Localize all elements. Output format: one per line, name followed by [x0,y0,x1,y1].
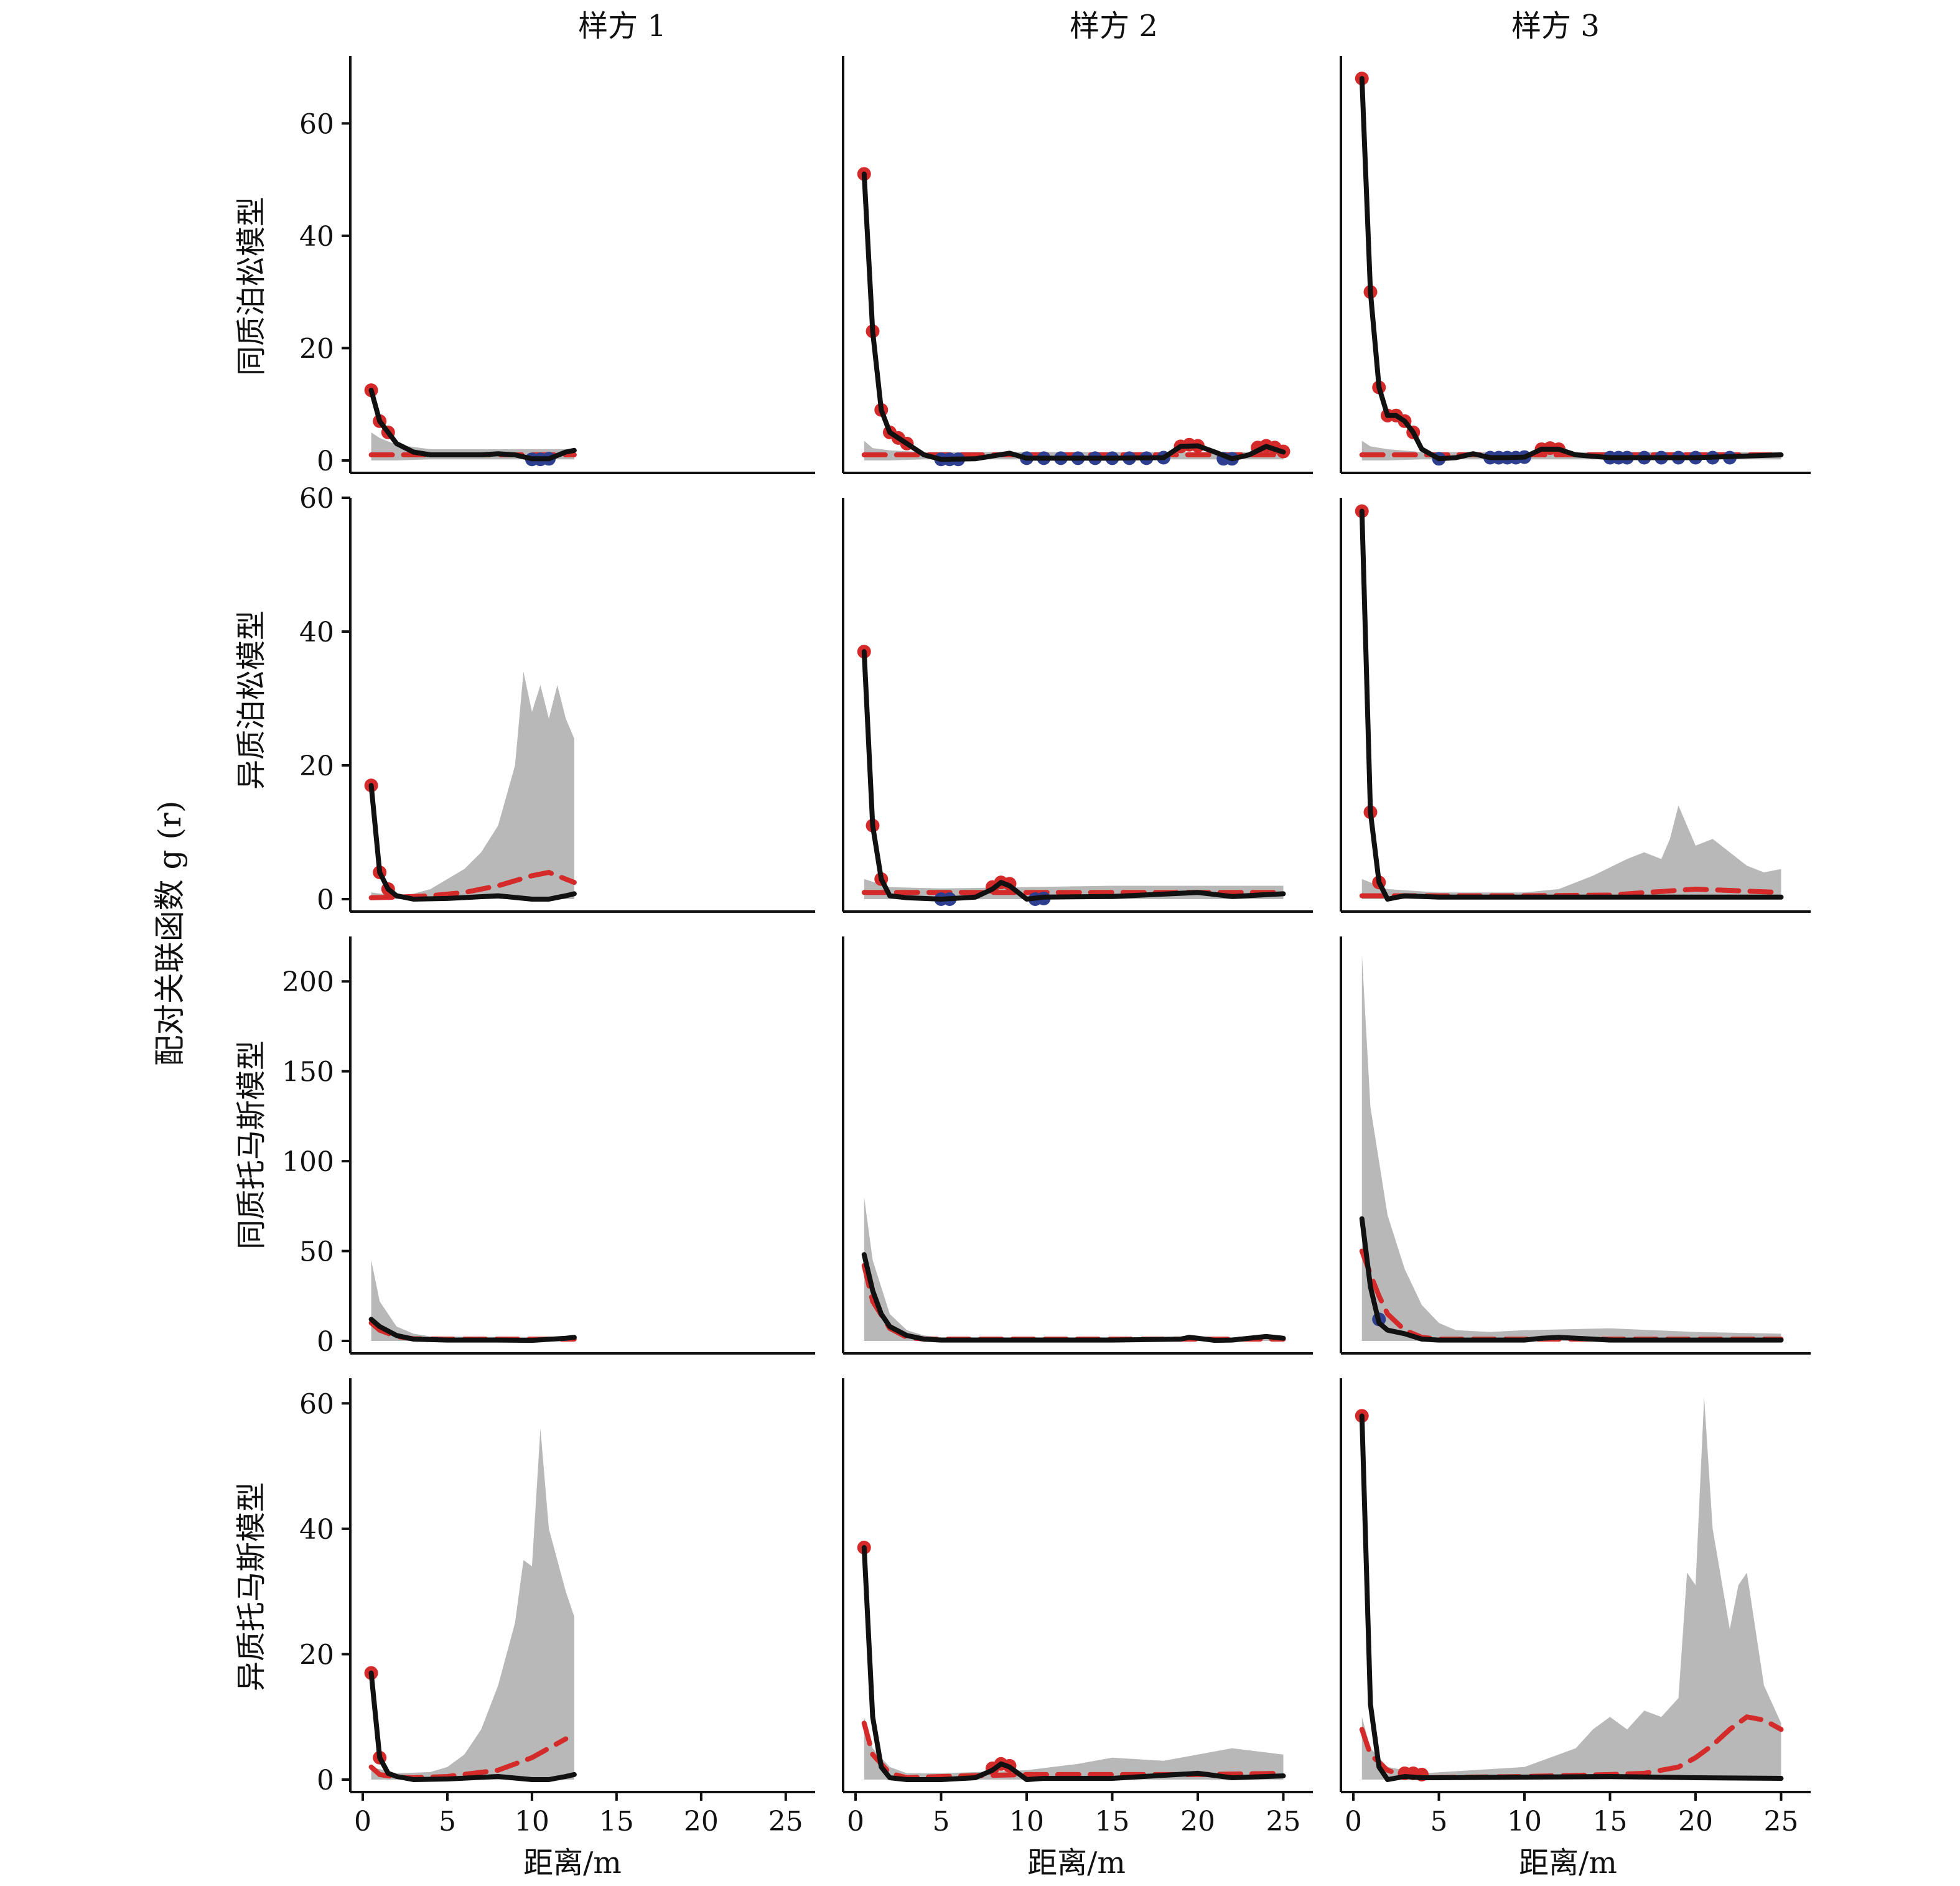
observed-line [1359,76,1784,462]
observed-line [1359,1413,1784,1782]
observed-line [368,388,577,462]
y-tick-label: 20 [299,1639,334,1671]
observed-line [1359,1216,1784,1343]
y-tick-label: 40 [299,617,334,648]
x-tick-label: 0 [354,1806,371,1837]
x-tick-label: 20 [1180,1806,1215,1837]
x-axis-titles: 距离/m 距离/m 距离/m [523,1846,1617,1880]
column-titles: 样方 1 样方 2 样方 3 [578,9,1600,44]
envelope-area [864,1717,1284,1780]
x-tick-label: 25 [1266,1806,1301,1837]
x-tick-label: 15 [1593,1806,1628,1837]
expected-line [1359,1248,1784,1342]
x-tick-label: 5 [439,1806,456,1837]
y-tick-label: 20 [299,750,334,782]
y-tick-label: 0 [317,1765,334,1796]
panel-r2-c1: 0 20 40 60 [299,483,815,916]
x-tick-label: 25 [1764,1806,1799,1837]
column-title-3: 样方 3 [1511,9,1600,44]
panel-r3-c3 [1340,936,1811,1355]
row-label-4: 异质托马斯模型 [234,1482,269,1691]
column-title-2: 样方 2 [1070,9,1158,44]
row-label-1: 同质泊松模型 [234,197,269,376]
panel-r3-c2 [842,936,1313,1355]
panel-r2-c3 [1340,498,1811,913]
x-tick-label: 5 [933,1806,950,1837]
panel-r1-c3 [1340,56,1811,474]
y-tick-label: 0 [317,446,334,477]
row-labels: 同质泊松模型 异质泊松模型 同质托马斯模型 异质托马斯模型 [234,197,269,1691]
y-tick-label: 60 [299,108,334,140]
observed-line [861,649,1286,902]
envelope-area [371,1428,574,1780]
y-tick-label: 0 [317,1326,334,1358]
y-axis-title: 配对关联函数 g (r) [152,801,188,1067]
x-tick-label: 10 [1009,1806,1044,1837]
observed-line [861,171,1286,462]
x-tick-label: 15 [599,1806,634,1837]
x-tick-label: 10 [515,1806,549,1837]
observed-line [368,1317,577,1343]
x-axis-title-2: 距离/m [1027,1846,1126,1880]
observed-line [368,1670,577,1782]
x-tick-label: 10 [1507,1806,1542,1837]
y-tick-label: 0 [317,884,334,916]
x-tick-label: 20 [684,1806,719,1837]
row-label-2: 异质泊松模型 [234,610,269,790]
y-tick-label: 40 [299,1514,334,1546]
envelope-area [1361,1397,1781,1780]
y-tick-label: 50 [299,1236,334,1268]
observed-line [861,1252,1286,1343]
x-axis-title-3: 距离/m [1519,1846,1617,1880]
panel-r3-c1: 0 50 100 150 200 [282,936,815,1358]
panel-r1-c2 [842,56,1313,474]
y-tick-label: 150 [282,1057,334,1088]
panel-r4-c1: 0 20 40 60 0 5 10 15 20 25 [299,1378,815,1837]
observed-line [1359,508,1784,902]
column-title-1: 样方 1 [578,9,666,44]
envelope-area [1361,954,1781,1341]
x-tick-label: 0 [1345,1806,1362,1837]
envelope-area [1361,805,1781,899]
x-tick-label: 15 [1095,1806,1130,1837]
envelope-area [371,671,574,899]
envelope-area [371,1260,574,1341]
y-tick-label: 200 [282,966,334,998]
panel-r1-c1: 0 20 40 60 [299,56,815,477]
row-label-3: 同质托马斯模型 [234,1040,269,1249]
x-axis-title-1: 距离/m [523,1846,622,1880]
expected-line [1359,1714,1784,1781]
panel-r4-c3: 0 5 10 15 20 25 [1340,1378,1811,1837]
observed-line [368,783,577,902]
y-tick-label: 100 [282,1146,334,1178]
x-tick-label: 25 [768,1806,803,1837]
y-tick-label: 40 [299,221,334,253]
observed-line [861,1545,1286,1782]
x-tick-label: 20 [1678,1806,1713,1837]
y-tick-label: 20 [299,333,334,365]
y-tick-label: 60 [299,1388,334,1420]
expected-line [861,1263,1286,1342]
x-tick-label: 5 [1430,1806,1448,1837]
y-tick-label: 60 [299,483,334,515]
envelope-area [864,1197,1284,1341]
panel-r2-c2 [842,498,1313,913]
panel-r4-c2: 0 5 10 15 20 25 [842,1378,1313,1837]
x-tick-label: 0 [847,1806,864,1837]
